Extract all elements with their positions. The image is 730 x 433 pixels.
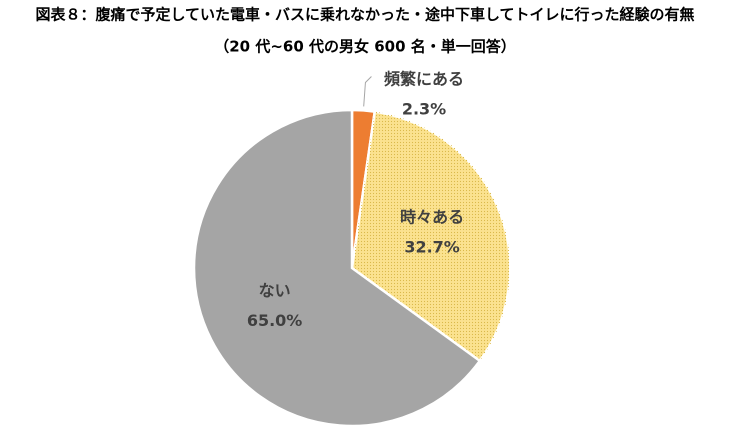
pie-slice bbox=[192, 108, 482, 428]
data-label-category: 頻繁にある bbox=[384, 70, 464, 89]
chart-subtitle: （20 代~60 代の男女 600 名・単一回答） bbox=[214, 38, 516, 56]
data-label-category: ない bbox=[259, 281, 291, 300]
chart-title: 図表８：腹痛で予定していた電車・バスに乗れなかった・途中下車してトイレに行った経… bbox=[35, 6, 694, 24]
data-label-value: 2.3% bbox=[402, 100, 446, 119]
leader-line bbox=[363, 76, 372, 107]
data-label-value: 65.0% bbox=[247, 311, 303, 330]
data-label-value: 32.7% bbox=[404, 238, 460, 257]
data-label-category: 時々ある bbox=[400, 208, 464, 227]
